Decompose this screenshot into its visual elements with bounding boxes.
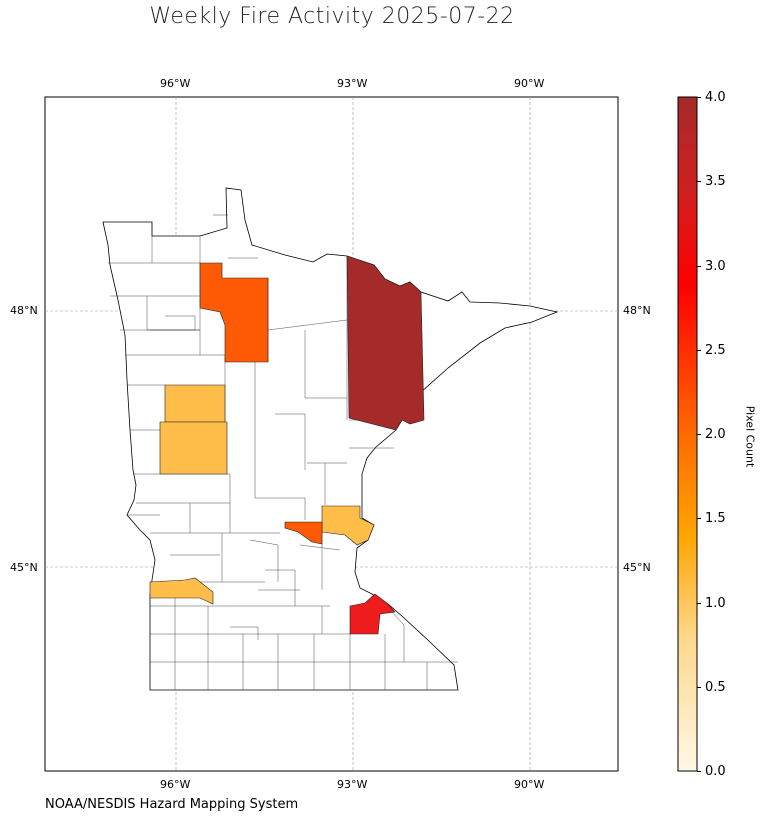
county-fire-west-central-upper (164, 384, 226, 423)
lon-label-top-93: 93°W (337, 77, 368, 90)
lat-label-right-48: 48°N (623, 304, 651, 317)
lat-label-left-45: 45°N (10, 561, 38, 574)
lon-label-bottom-96: 96°W (160, 778, 191, 791)
county-fire-southeast (349, 593, 396, 635)
lon-label-bottom-93: 93°W (337, 778, 368, 791)
lon-label-top-96: 96°W (160, 77, 191, 90)
colorbar-gradient (677, 96, 698, 772)
county-fire-metro-west (284, 521, 323, 545)
map-title: Weekly Fire Activity 2025-07-22 (149, 4, 515, 29)
county-fire-west-central-lower (159, 421, 228, 475)
lat-label-left-48: 48°N (10, 304, 38, 317)
county-fire-northeast (346, 255, 425, 431)
county-fire-metro-north (321, 505, 375, 546)
source-credit: NOAA/NESDIS Hazard Mapping System (45, 797, 299, 812)
lon-label-top-90: 90°W (514, 77, 545, 90)
lon-label-bottom-90: 90°W (514, 778, 545, 791)
lat-label-right-45: 45°N (623, 561, 651, 574)
county-fire-southwest (149, 577, 214, 605)
state-outline (102, 187, 559, 691)
colorbar-label: Pixel Count (743, 405, 757, 468)
county-lines (108, 214, 458, 690)
county-fire-north-central (199, 262, 269, 363)
